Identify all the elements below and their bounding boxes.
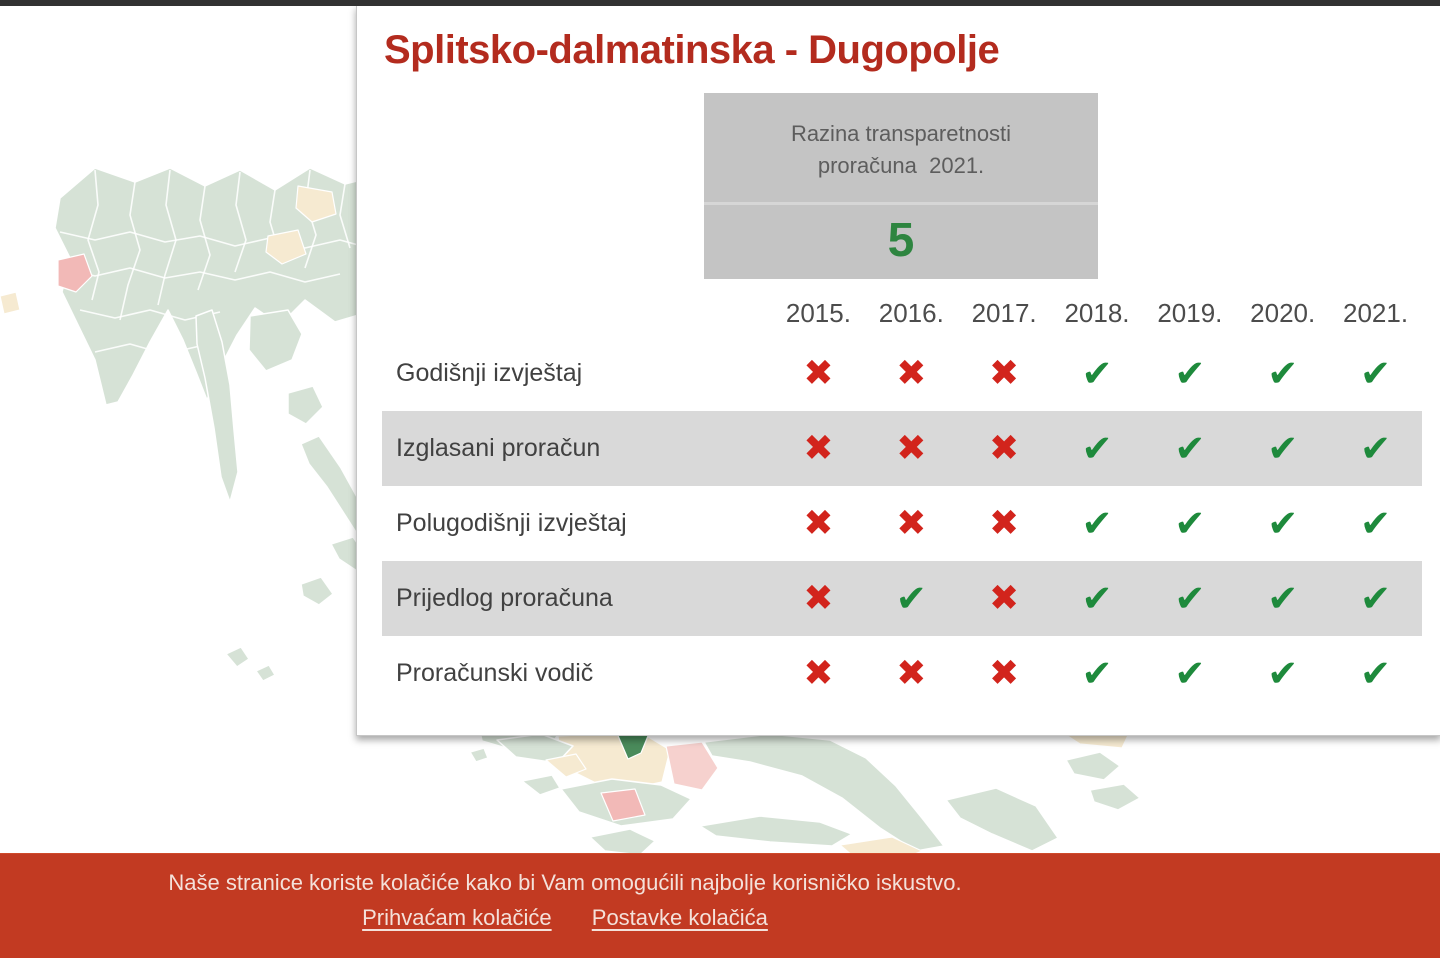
map-region-dalmatia (469, 730, 1141, 862)
check-icon: ✔ (1267, 652, 1299, 695)
check-icon: ✔ (1081, 577, 1113, 620)
check-icon: ✔ (1267, 577, 1299, 620)
cross-icon: ✖ (803, 652, 834, 694)
check-icon: ✔ (1081, 502, 1113, 545)
table-row: Prijedlog proračuna ✖ ✔ ✖ ✔ ✔ ✔ ✔ (382, 561, 1422, 636)
cookie-banner-content: Naše stranice koriste kolačiće kako bi V… (0, 870, 1130, 931)
cross-icon: ✖ (989, 577, 1020, 619)
score-box-label: Razina transparetnosti proračuna 2021. (704, 93, 1098, 205)
top-border-bar (0, 0, 1440, 6)
check-icon: ✔ (1267, 427, 1299, 470)
cross-icon: ✖ (803, 502, 834, 544)
cross-icon: ✖ (896, 352, 927, 394)
year-header: 2018. (1064, 297, 1130, 328)
cross-icon: ✖ (989, 427, 1020, 469)
transparency-score-box: Razina transparetnosti proračuna 2021. 5 (704, 93, 1098, 279)
check-icon: ✔ (1267, 352, 1299, 395)
map-region-northwest (0, 167, 370, 406)
check-icon: ✔ (1081, 427, 1113, 470)
row-label: Prijedlog proračuna (396, 584, 613, 612)
cross-icon: ✖ (989, 502, 1020, 544)
check-icon: ✔ (1267, 502, 1299, 545)
row-label: Godišnji izvještaj (396, 359, 583, 387)
cookie-settings-link[interactable]: Postavke kolačića (591, 905, 768, 930)
check-icon: ✔ (1081, 652, 1113, 695)
row-label: Izglasani proračun (396, 434, 601, 462)
score-box-label-line2: proračuna 2021. (817, 153, 985, 178)
check-icon: ✔ (1174, 352, 1206, 395)
cross-icon: ✖ (896, 652, 927, 694)
year-header: 2017. (971, 297, 1037, 328)
check-icon: ✔ (1360, 652, 1392, 695)
cross-icon: ✖ (803, 427, 834, 469)
detail-card: Splitsko-dalmatinska - Dugopolje Razina … (356, 5, 1440, 736)
cookie-message: Naše stranice koriste kolačiće kako bi V… (168, 870, 962, 895)
check-icon: ✔ (1081, 352, 1113, 395)
accept-cookies-link[interactable]: Prihvaćam kolačiće (362, 905, 552, 930)
year-header: 2021. (1343, 297, 1409, 328)
cross-icon: ✖ (803, 577, 834, 619)
check-icon: ✔ (1360, 577, 1392, 620)
year-header: 2015. (785, 297, 851, 328)
table-row: Proračunski vodič ✖ ✖ ✖ ✔ ✔ ✔ ✔ (382, 636, 1422, 711)
check-icon: ✔ (1174, 427, 1206, 470)
table-row: Godišnji izvještaj ✖ ✖ ✖ ✔ ✔ ✔ ✔ (382, 336, 1422, 411)
score-box-label-line1: Razina transparetnosti (790, 121, 1012, 146)
row-label: Proračunski vodič (396, 659, 594, 687)
cookie-links: Prihvaćam kolačiće Postavke kolačića (0, 905, 1130, 931)
cross-icon: ✖ (896, 502, 927, 544)
page-title: Splitsko-dalmatinska - Dugopolje (384, 28, 1000, 72)
cookie-banner: Naše stranice koriste kolačiće kako bi V… (0, 853, 1440, 958)
check-icon: ✔ (1360, 502, 1392, 545)
check-icon: ✔ (1360, 352, 1392, 395)
row-label: Polugodišnji izvještaj (396, 509, 627, 537)
cross-icon: ✖ (989, 652, 1020, 694)
check-icon: ✔ (1174, 577, 1206, 620)
transparency-score-value: 5 (887, 214, 915, 267)
table-row: Izglasani proračun ✖ ✖ ✖ ✔ ✔ ✔ ✔ (382, 411, 1422, 486)
year-header: 2016. (878, 297, 944, 328)
check-icon: ✔ (895, 577, 927, 620)
year-header: 2019. (1157, 297, 1223, 328)
year-header: 2020. (1250, 297, 1316, 328)
map-region-islands (195, 309, 368, 682)
transparency-table: 2015. 2016. 2017. 2018. 2019. 2020. 2021. Godi… (382, 290, 1422, 711)
table-row: Polugodišnji izvještaj ✖ ✖ ✖ ✔ ✔ ✔ ✔ (382, 486, 1422, 561)
cross-icon: ✖ (989, 352, 1020, 394)
cross-icon: ✖ (803, 352, 834, 394)
check-icon: ✔ (1174, 652, 1206, 695)
table-rows: Godišnji izvještaj ✖ ✖ ✖ ✔ ✔ ✔ ✔ Izglasani prora… (382, 336, 1422, 711)
check-icon: ✔ (1360, 427, 1392, 470)
cross-icon: ✖ (896, 427, 927, 469)
year-header-row: 2015. 2016. 2017. 2018. 2019. 2020. 2021. (382, 290, 1422, 336)
check-icon: ✔ (1174, 502, 1206, 545)
